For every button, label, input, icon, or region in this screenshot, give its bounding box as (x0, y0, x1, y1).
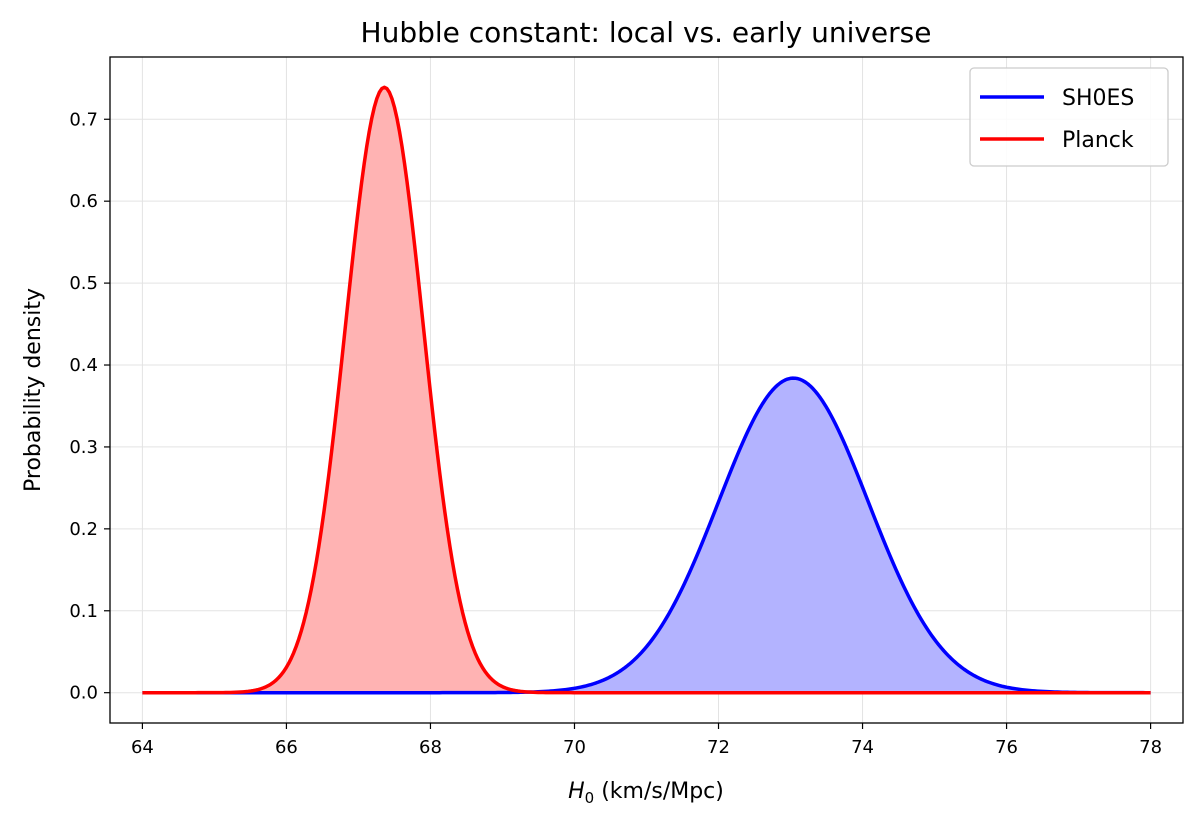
x-tick-label: 74 (851, 737, 874, 758)
sh0es-line (142, 376, 1151, 695)
plot-frame (109, 56, 1184, 724)
x-axis-label-subscript: 0 (585, 789, 595, 807)
planck-line (142, 85, 1151, 695)
x-tick-label: 78 (1139, 737, 1162, 758)
axis-ticks: 64 66 68 70 72 74 76 78 0.0 0.1 0.2 0.3 0.4 0.5 0.6 0.7 (69, 109, 1162, 758)
y-tick-label: 0.0 (69, 683, 98, 704)
x-axis-label-units: (km/s/Mpc) (594, 779, 724, 804)
series-fills (142, 87, 1151, 693)
legend-label-sh0es: SH0ES (1062, 86, 1134, 111)
legend-box (969, 67, 1169, 167)
x-tick-label: 66 (275, 737, 298, 758)
y-tick-label: 0.6 (69, 191, 98, 212)
x-tick-label: 76 (995, 737, 1018, 758)
x-tick-label: 64 (131, 737, 154, 758)
x-axis-label-symbol: H (568, 779, 585, 804)
y-axis-label: Probability density (21, 288, 46, 492)
x-tick-label: 70 (563, 737, 586, 758)
y-tick-label: 0.2 (69, 519, 98, 540)
legend: SH0ES Planck (969, 67, 1169, 167)
series-lines (142, 85, 1151, 695)
planck-fill (142, 87, 1151, 693)
x-axis-label: H0 (km/s/Mpc) (568, 779, 724, 807)
y-tick-label: 0.7 (69, 109, 98, 130)
legend-label-planck: Planck (1062, 128, 1134, 153)
x-tick-label: 72 (707, 737, 730, 758)
y-tick-label: 0.1 (69, 601, 98, 622)
y-tick-label: 0.3 (69, 437, 98, 458)
x-tick-label: 68 (419, 737, 442, 758)
sh0es-fill (142, 378, 1151, 693)
y-tick-label: 0.5 (69, 273, 98, 294)
chart-title: Hubble constant: local vs. early univers… (361, 16, 932, 49)
y-tick-label: 0.4 (69, 355, 98, 376)
